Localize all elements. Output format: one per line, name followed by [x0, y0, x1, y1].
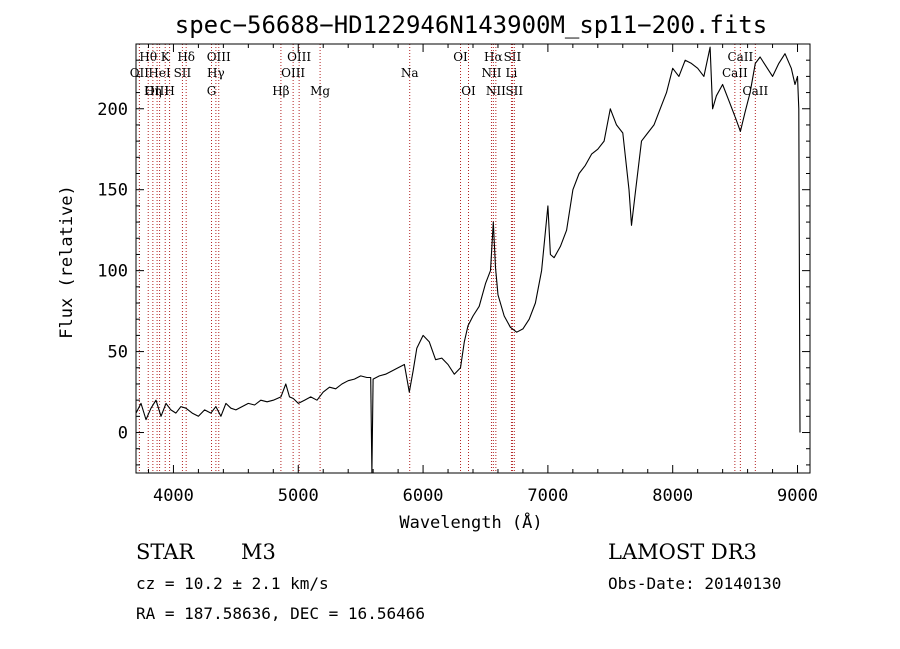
y-tick-label: 0: [118, 424, 128, 444]
survey-name: LAMOST DR3: [608, 540, 757, 564]
spectrum-series-line: [135, 46, 801, 474]
spectral-line-label: Hθ: [139, 50, 157, 64]
object-subclass: M3: [241, 540, 276, 564]
axis-ticks: 4000 5000 6000 7000 8000 9000 0 50 100 150 200: [97, 44, 818, 506]
spectral-line-label: H: [164, 84, 174, 98]
spectral-line-label: OIII: [287, 50, 311, 64]
spectral-line-label: Hα: [484, 50, 503, 64]
x-tick-label: 6000: [403, 486, 444, 506]
series-layer: [135, 46, 801, 474]
spectral-line-label: OI: [453, 50, 468, 64]
spectral-line-label: SII: [174, 66, 192, 80]
x-tick-label: 7000: [527, 486, 568, 506]
spectral-line-label: Hη: [144, 84, 162, 98]
spectral-line-label: CaII: [722, 66, 748, 80]
x-axis-label: Wavelength (Å): [399, 511, 542, 533]
spectral-line-label: NII: [486, 84, 506, 98]
y-tick-label: 150: [97, 181, 128, 201]
x-tick-label: 4000: [153, 486, 194, 506]
spectral-line-label: Mg: [310, 84, 330, 98]
redshift-text: cz = 10.2 ± 2.1 km/s: [136, 574, 329, 593]
spectral-line-label: HeI: [148, 66, 171, 80]
x-tick-label: 8000: [652, 486, 693, 506]
spectral-line-label: SII: [504, 50, 522, 64]
y-tick-label: 200: [97, 100, 128, 120]
object-class: STAR: [136, 540, 195, 564]
chart-title: spec−56688−HD122946N143900M_sp11−200.fit…: [175, 11, 767, 39]
spectral-line-label: OIII: [281, 66, 305, 80]
spectral-line-label: Hγ: [207, 66, 225, 80]
spectral-line-label: CaII: [727, 50, 753, 64]
spectral-line-label: Na: [401, 66, 419, 80]
spectral-line-label: OI: [461, 84, 476, 98]
coordinates-text: RA = 187.58636, DEC = 16.56466: [136, 604, 425, 623]
y-tick-label: 50: [108, 343, 128, 363]
spectral-line-label: OII: [130, 66, 150, 80]
y-tick-label: 100: [97, 262, 128, 282]
spectral-line-label: NII: [481, 66, 501, 80]
x-tick-label: 5000: [278, 486, 319, 506]
spectral-line-label: Hβ: [272, 84, 289, 98]
spectral-line-label: Li: [506, 66, 518, 80]
spectral-line-label: Hδ: [177, 50, 195, 64]
spectral-line-label: OIII: [207, 50, 231, 64]
y-axis-label: Flux (relative): [57, 185, 77, 339]
spectral-line-label: G: [207, 84, 217, 98]
spectral-line-label: K: [161, 50, 171, 64]
spectral-line-label: CaII: [742, 84, 768, 98]
spectral-line-label: OIII: [145, 84, 169, 98]
spectral-line-label: SII: [505, 84, 523, 98]
x-tick-label: 9000: [777, 486, 818, 506]
obs-date: Obs-Date: 20140130: [608, 574, 782, 593]
